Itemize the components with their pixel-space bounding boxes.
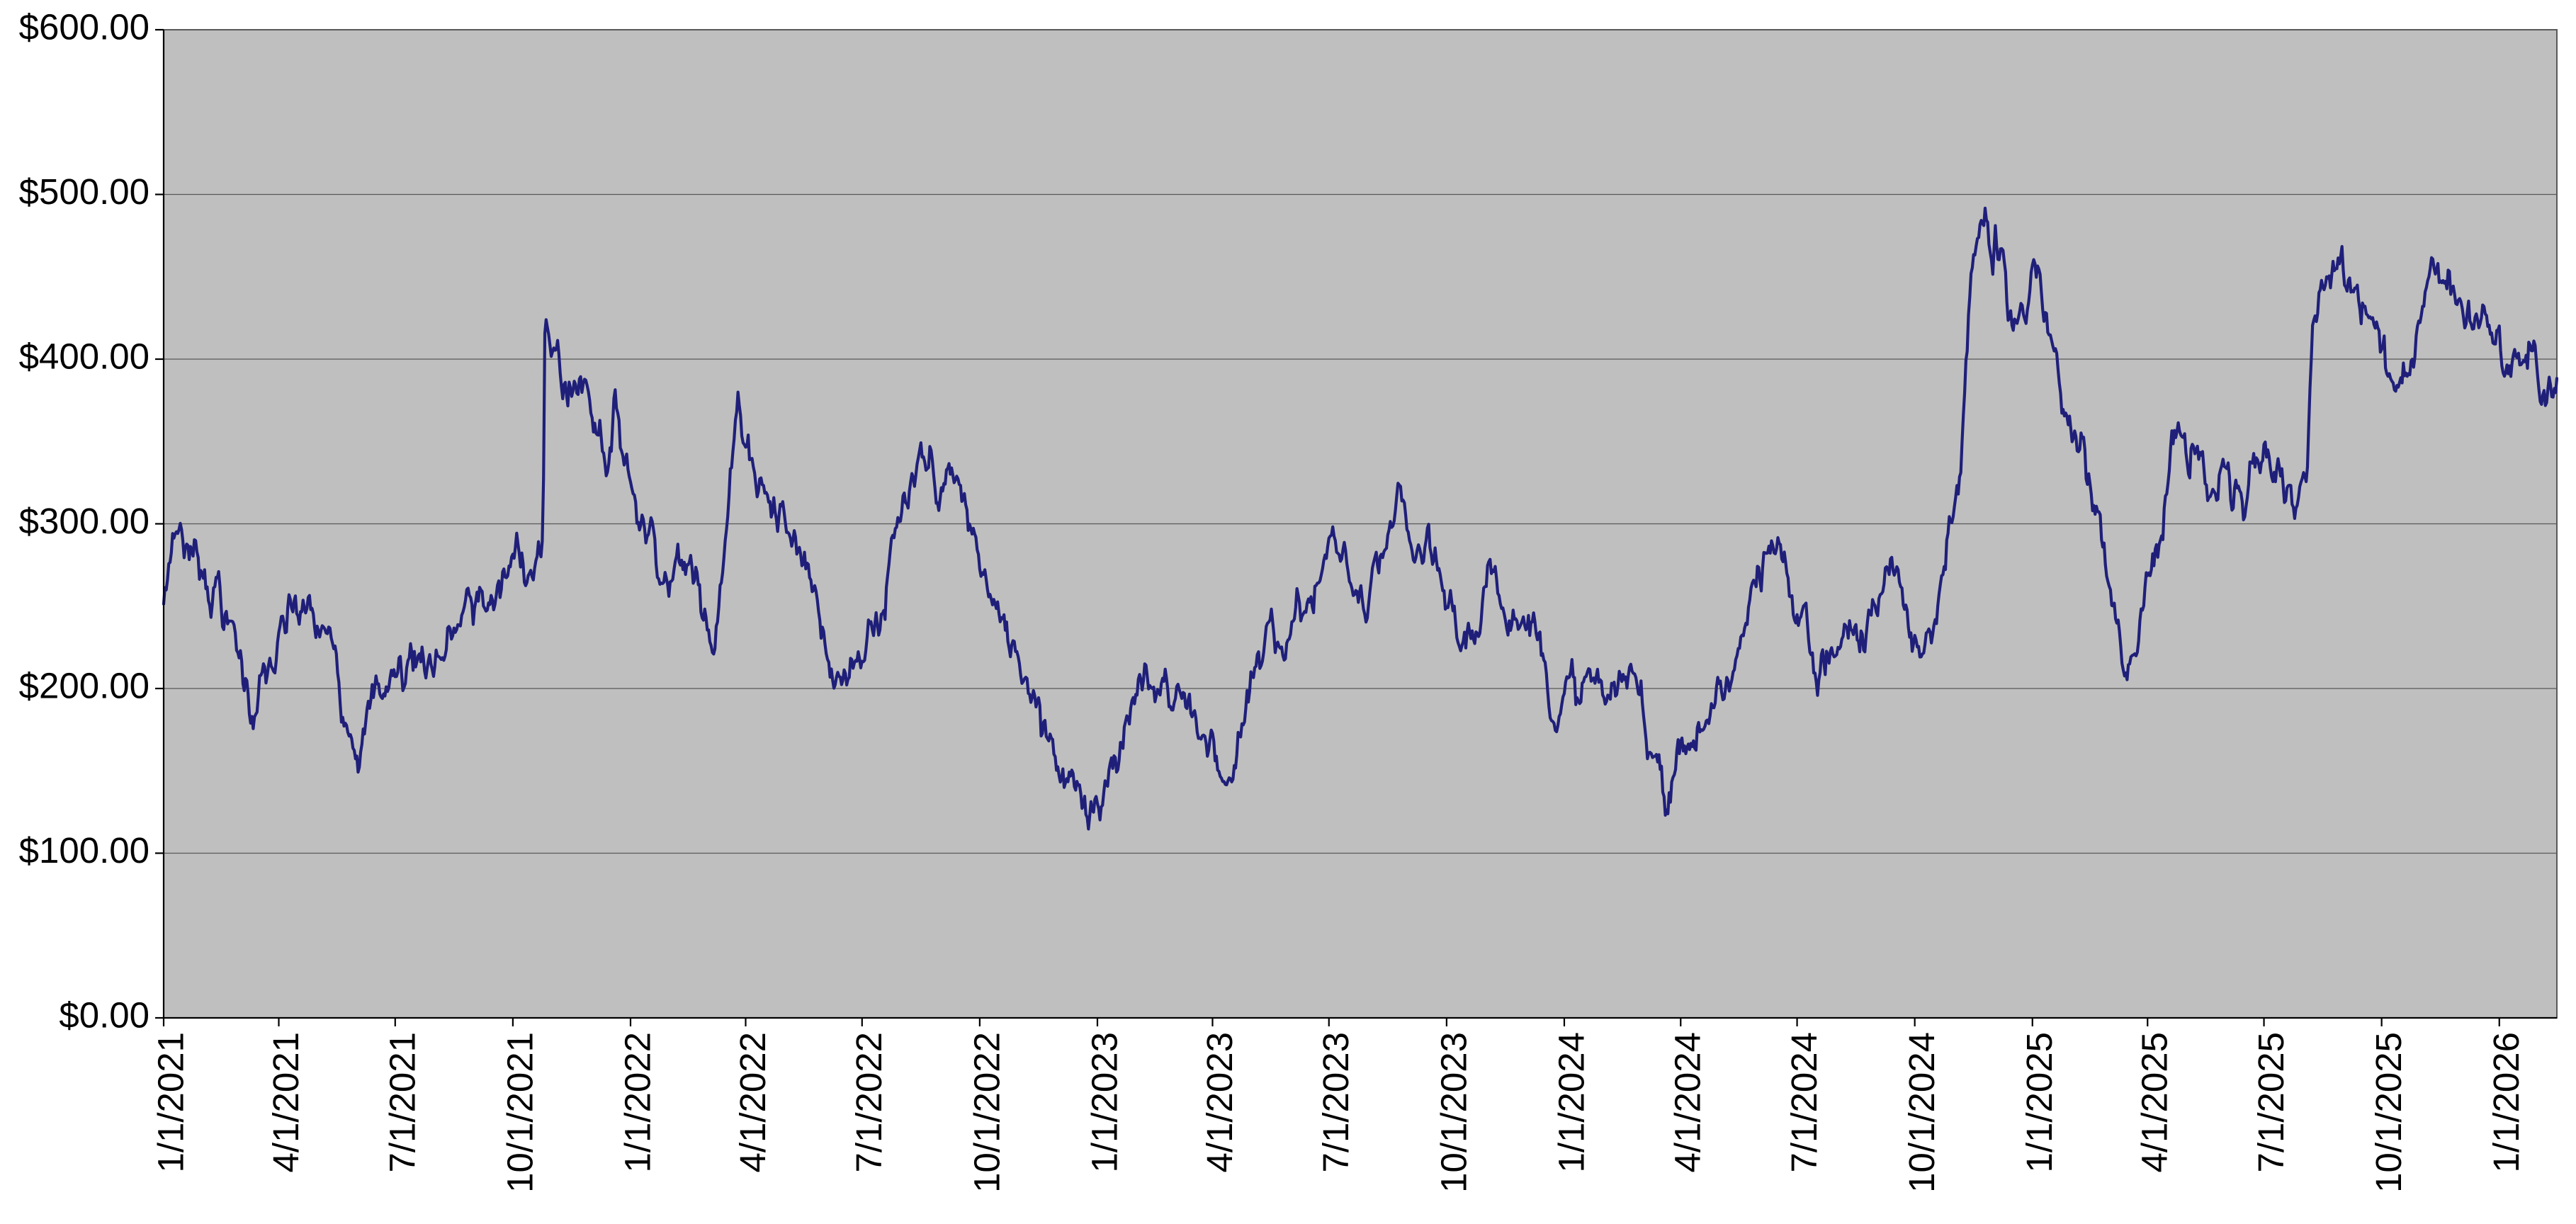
svg-text:7/1/2022: 7/1/2022 bbox=[849, 1032, 889, 1173]
svg-text:1/1/2024: 1/1/2024 bbox=[1551, 1032, 1591, 1173]
svg-text:1/1/2022: 1/1/2022 bbox=[617, 1032, 657, 1173]
svg-text:7/1/2025: 7/1/2025 bbox=[2251, 1032, 2291, 1173]
svg-text:1/1/2023: 1/1/2023 bbox=[1084, 1032, 1124, 1173]
svg-text:1/1/2026: 1/1/2026 bbox=[2486, 1032, 2526, 1173]
svg-text:10/1/2023: 10/1/2023 bbox=[1433, 1032, 1474, 1193]
svg-text:$100.00: $100.00 bbox=[19, 830, 149, 871]
svg-text:7/1/2023: 7/1/2023 bbox=[1316, 1032, 1356, 1173]
svg-text:4/1/2023: 4/1/2023 bbox=[1199, 1032, 1240, 1173]
svg-text:7/1/2021: 7/1/2021 bbox=[382, 1032, 422, 1173]
svg-text:$300.00: $300.00 bbox=[19, 501, 149, 541]
svg-text:4/1/2025: 4/1/2025 bbox=[2135, 1032, 2175, 1173]
svg-text:1/1/2025: 1/1/2025 bbox=[2019, 1032, 2060, 1173]
svg-text:7/1/2024: 7/1/2024 bbox=[1784, 1032, 1824, 1173]
svg-text:10/1/2021: 10/1/2021 bbox=[499, 1032, 540, 1193]
svg-text:10/1/2024: 10/1/2024 bbox=[1902, 1032, 1942, 1193]
svg-text:$500.00: $500.00 bbox=[19, 171, 149, 212]
svg-text:4/1/2024: 4/1/2024 bbox=[1668, 1032, 1708, 1173]
svg-text:10/1/2022: 10/1/2022 bbox=[966, 1032, 1007, 1193]
svg-text:$600.00: $600.00 bbox=[19, 6, 149, 47]
svg-text:$0.00: $0.00 bbox=[59, 994, 149, 1035]
svg-text:4/1/2021: 4/1/2021 bbox=[266, 1032, 306, 1173]
svg-text:1/1/2021: 1/1/2021 bbox=[150, 1032, 191, 1173]
svg-text:10/1/2025: 10/1/2025 bbox=[2368, 1032, 2409, 1193]
svg-text:4/1/2022: 4/1/2022 bbox=[733, 1032, 773, 1173]
svg-text:$200.00: $200.00 bbox=[19, 665, 149, 706]
svg-text:$400.00: $400.00 bbox=[19, 336, 149, 376]
